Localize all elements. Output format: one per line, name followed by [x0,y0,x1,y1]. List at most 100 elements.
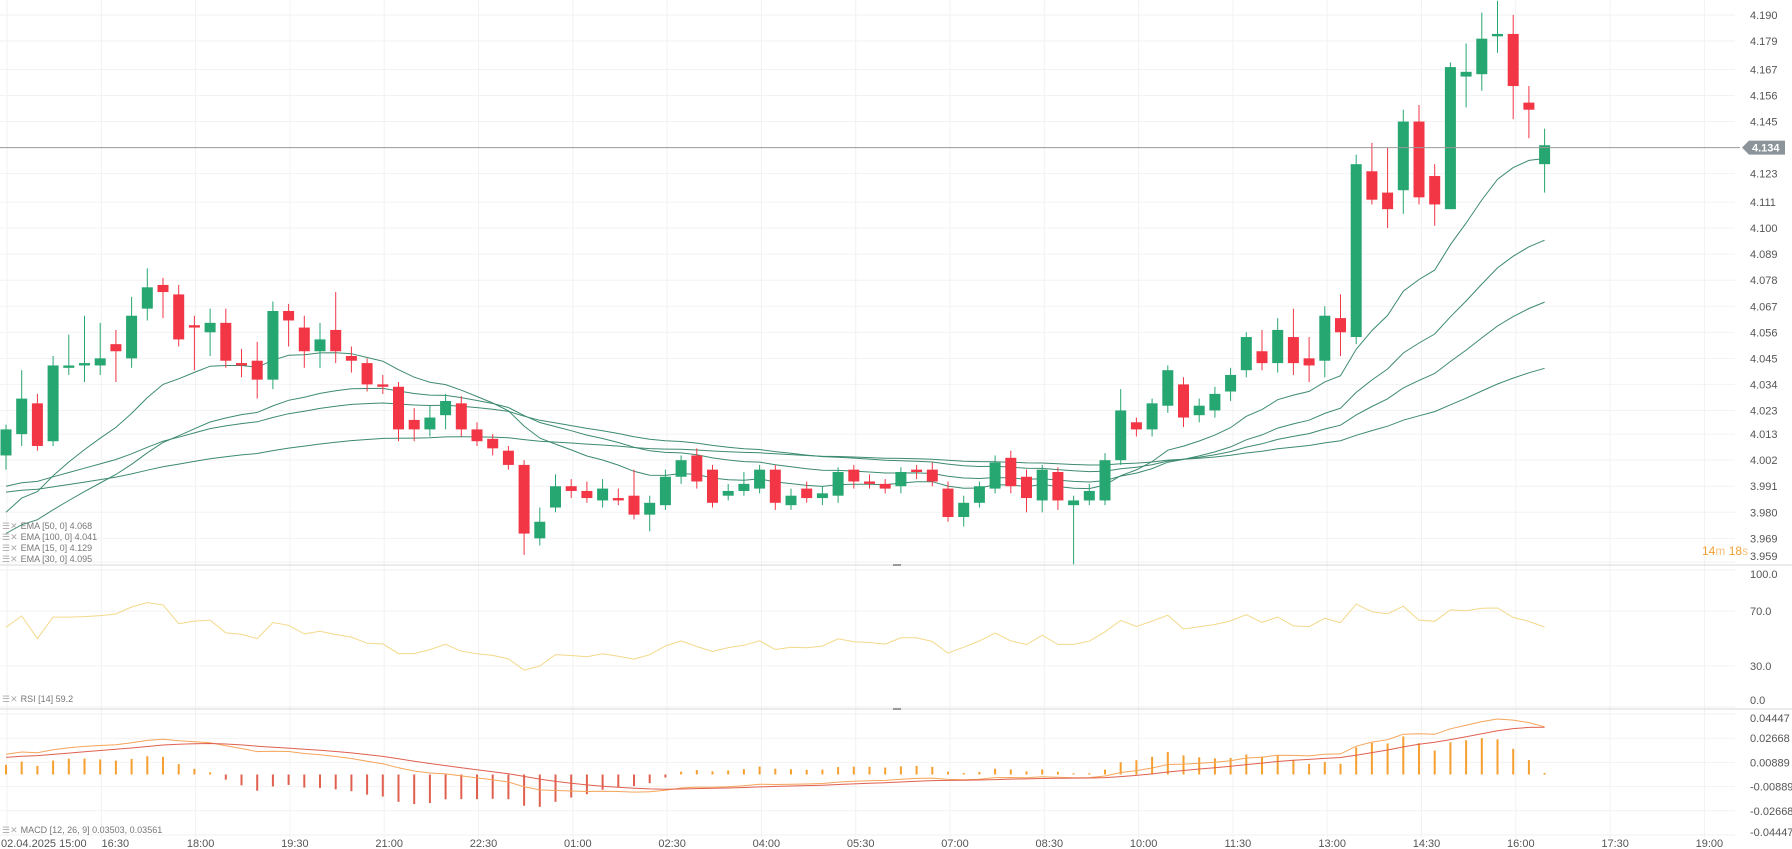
settings-close-icon[interactable]: ☰✕ [2,694,18,704]
candle [565,479,577,499]
candle [973,481,985,508]
settings-close-icon[interactable]: ☰✕ [2,554,18,564]
macd-histogram-bar [1402,736,1405,775]
candle [675,455,687,484]
candle-countdown: 14m 18s [1702,544,1749,558]
candle [785,488,797,510]
candle-body [188,325,200,328]
time-axis-label: 14:30 [1413,838,1441,849]
ema-legend-item[interactable]: ☰✕ EMA [30, 0] 4.095 [2,554,93,564]
rsi-legend[interactable]: ☰✕ RSI [14] 59.2 [2,694,74,704]
macd-histogram-bar [695,770,698,775]
candle [267,301,279,390]
candle [1146,398,1158,437]
candle [345,346,357,373]
macd-histogram-bar [1543,772,1546,775]
candle-body [126,315,138,359]
pane-resize-handle[interactable] [893,564,901,566]
candle-body [1429,176,1441,205]
candle [518,460,530,555]
macd-histogram-bar [727,770,730,775]
macd-histogram-bar [130,758,133,775]
price-axis-label: 4.023 [1750,405,1778,417]
settings-close-icon[interactable]: ☰✕ [2,521,18,531]
candle [79,315,90,383]
macd-axis-label: 0.04447 [1750,713,1790,725]
candle-body [455,403,467,430]
candle-body [1052,472,1064,501]
candle [1225,367,1237,401]
candle [330,292,342,364]
macd-histogram-bar [162,756,164,775]
macd-histogram-bar [1449,742,1452,775]
candle-body [1209,393,1221,411]
price-axis-label: 4.056 [1750,327,1778,339]
candle [1382,147,1394,229]
macd-histogram-bar [790,769,792,775]
candle [1130,417,1142,437]
candle-body [879,483,891,489]
candle-body [895,472,907,487]
candle [1052,467,1064,510]
candle-body [675,460,687,477]
candle [1209,386,1221,418]
candle [141,268,153,321]
ema-legend-item[interactable]: ☰✕ EMA [100, 0] 4.041 [2,532,98,542]
candle-body [1005,457,1017,487]
candle-body [204,322,216,333]
macd-histogram-bar [1292,759,1295,775]
macd-histogram-bar [1166,751,1169,775]
macd-legend[interactable]: ☰✕ MACD [12, 26, 9] 0.03503, 0.03561 [2,825,163,835]
price-axis-label: 3.969 [1750,533,1778,545]
candle [173,284,185,347]
candle-body [565,486,577,491]
price-axis-label: 4.156 [1750,91,1778,103]
time-axis-label: 04:00 [753,838,781,849]
candle [204,308,216,356]
settings-close-icon[interactable]: ☰✕ [2,543,18,553]
settings-close-icon[interactable]: ☰✕ [2,825,18,835]
candle [1099,453,1111,506]
macd-histogram-bar [67,758,70,775]
macd-histogram-bar [962,772,965,775]
time-axis-label: 18:00 [187,838,215,849]
candle [188,315,200,371]
candle-body [1021,476,1032,499]
candle-body [424,417,436,430]
macd-histogram-bar [1496,739,1499,775]
candle [1492,0,1503,53]
candle-body [393,386,404,430]
candle-body [471,429,483,442]
candle-body [691,455,703,482]
candle-body [220,322,232,361]
candle [597,479,609,508]
candle [1193,398,1205,423]
pane-resize-handle[interactable] [893,708,901,710]
current-price-tag [1742,140,1785,155]
candle [659,469,671,510]
macd-histogram-bar [711,771,714,775]
macd-histogram-bar [209,772,212,775]
macd-histogram-bar [837,767,840,775]
candle [958,495,970,527]
macd-histogram-bar [1339,763,1342,775]
candle [1319,306,1331,378]
settings-close-icon[interactable]: ☰✕ [2,532,18,542]
candle-body [1476,38,1488,75]
macd-histogram-bar [1104,769,1106,775]
candle-body [550,486,561,508]
candle-body [754,469,766,489]
ema-legend-item[interactable]: ☰✕ EMA [15, 0] 4.129 [2,543,93,553]
macd-histogram-bar [978,771,981,775]
candle [832,467,844,503]
macd-histogram-bar [224,774,227,780]
macd-histogram-bar [1418,743,1420,775]
ema-legend-item[interactable]: ☰✕ EMA [50, 0] 4.068 [2,521,93,531]
candle-body [534,521,546,539]
price-axis-label: 4.002 [1750,455,1778,467]
candle-body [314,339,326,352]
macd-histogram-bar [52,760,55,775]
macd-histogram-bar [1072,773,1075,775]
candle-body [1240,337,1252,371]
